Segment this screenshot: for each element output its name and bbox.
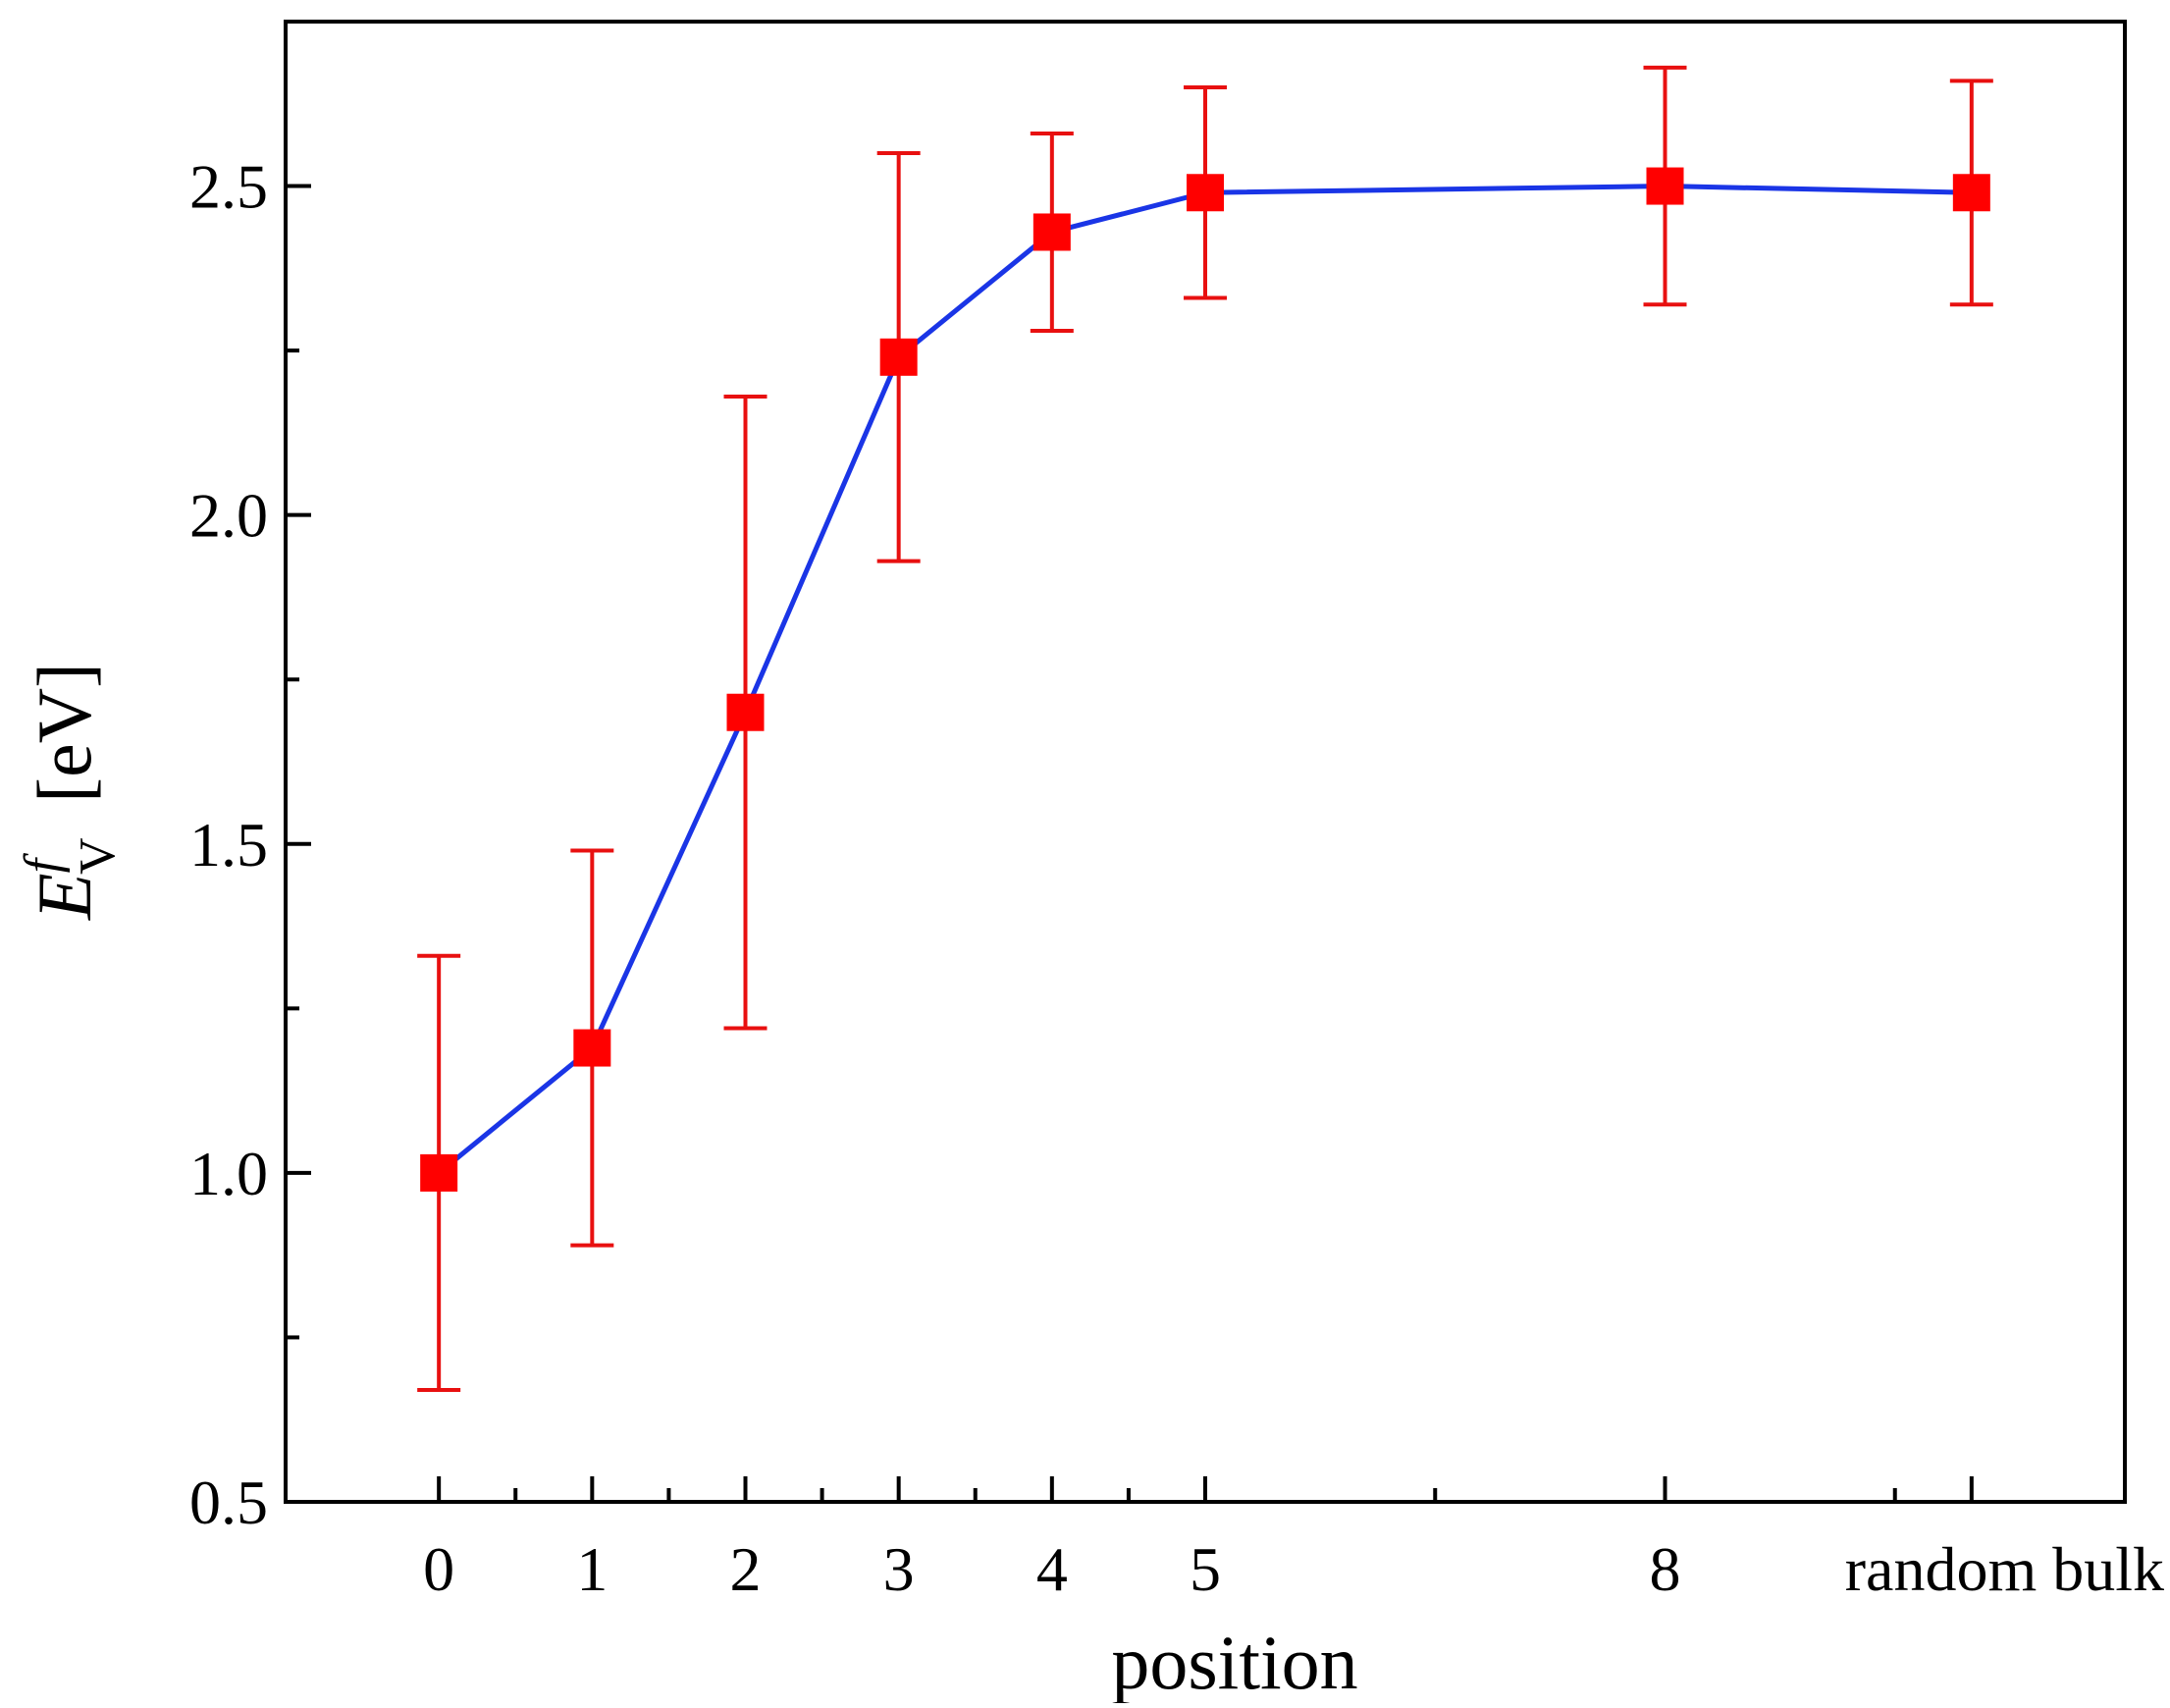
- y-tick-label: 2.0: [189, 481, 268, 551]
- x-tick-label: 1: [576, 1534, 608, 1604]
- y-tick-label: 1.5: [189, 810, 268, 880]
- y-tick-label: 1.0: [189, 1139, 268, 1208]
- data-point-marker: [726, 693, 765, 731]
- x-tick-label: random bulk: [1845, 1534, 2164, 1604]
- data-point-marker: [573, 1029, 611, 1067]
- y-axis-title-symbol: E: [22, 873, 107, 921]
- x-tick-label: 8: [1650, 1534, 1681, 1604]
- series-line: [437, 184, 1972, 1175]
- y-axis-title-superscript: f: [15, 852, 71, 873]
- data-point-marker: [1187, 174, 1224, 212]
- y-tick-label: 2.5: [189, 152, 268, 222]
- x-tick-label: 3: [883, 1534, 915, 1604]
- x-tick-label: 0: [423, 1534, 454, 1604]
- x-tick-label: 4: [1036, 1534, 1068, 1604]
- y-axis-title-unit: [eV]: [22, 663, 107, 822]
- data-point-marker: [879, 338, 918, 376]
- y-tick-label: 0.5: [189, 1468, 268, 1537]
- x-tick-label: 5: [1190, 1534, 1221, 1604]
- data-point-marker: [1646, 167, 1684, 205]
- x-tick-label: 2: [730, 1534, 762, 1604]
- data-point-marker: [420, 1153, 458, 1192]
- data-point-marker: [1032, 213, 1071, 251]
- x-axis-title: position: [1111, 1620, 1357, 1703]
- y-axis-title-subscript: V: [70, 837, 126, 875]
- data-point-marker: [1952, 174, 1990, 212]
- y-axis-title: EfV [eV]: [15, 663, 126, 921]
